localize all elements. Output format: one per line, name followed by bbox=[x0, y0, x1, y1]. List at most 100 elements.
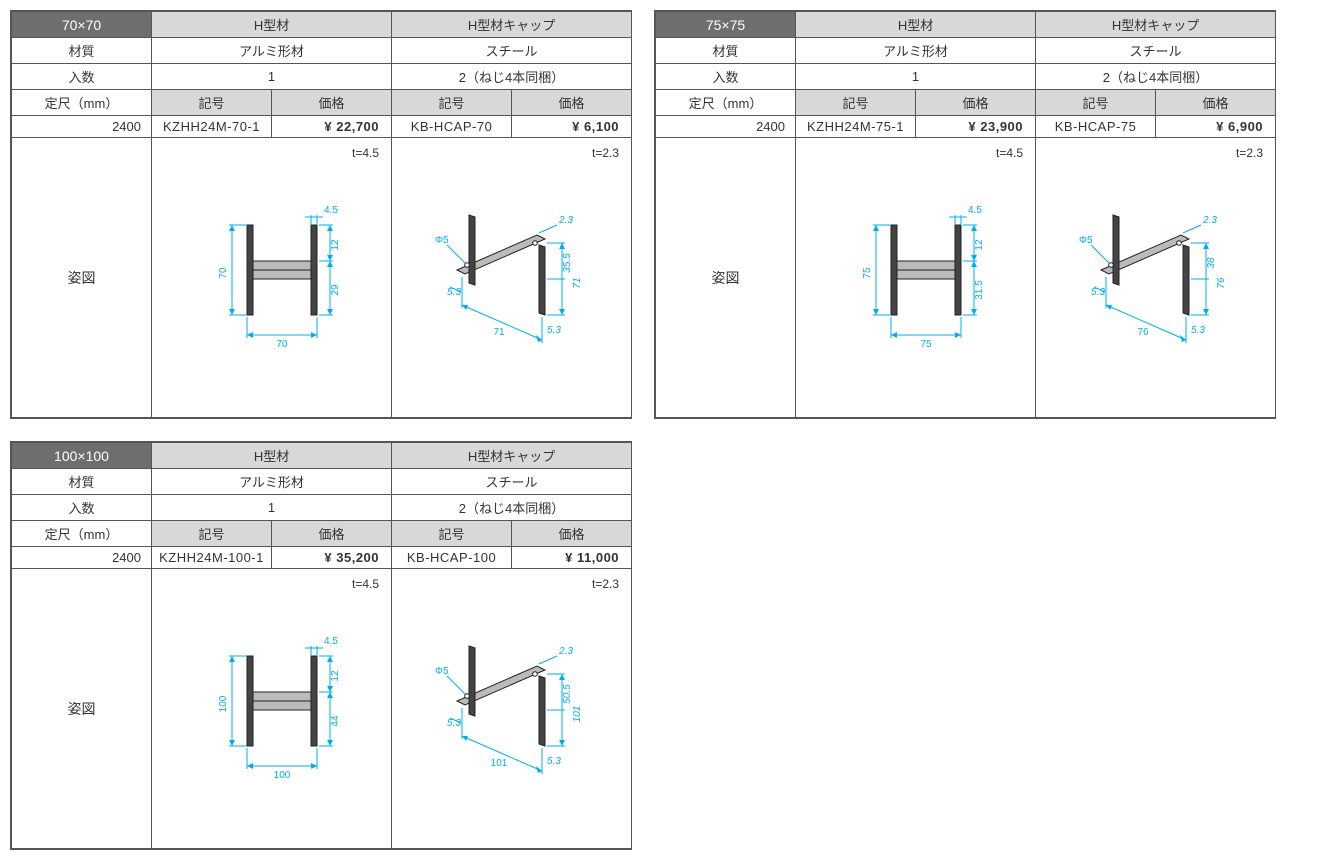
qty-h: 1 bbox=[152, 495, 392, 521]
svg-text:38: 38 bbox=[1206, 257, 1217, 269]
svg-text:101: 101 bbox=[572, 706, 583, 723]
material-label: 材質 bbox=[12, 469, 152, 495]
svg-text:4.5: 4.5 bbox=[968, 205, 982, 216]
cap-diagram: t=2.3 Φ5 2.3 76 5.3 38 7 bbox=[1036, 138, 1276, 418]
h-price: ¥ 35,200 bbox=[272, 547, 392, 569]
svg-text:4.5: 4.5 bbox=[324, 636, 338, 647]
h-shape-header: H型材 bbox=[796, 12, 1036, 38]
cap-diagram: t=2.3 Φ5 2.3 101 5.3 50.5 bbox=[392, 569, 632, 849]
h-tnote: t=4.5 bbox=[158, 575, 385, 591]
material-h: アルミ形材 bbox=[796, 38, 1036, 64]
symbol-label-1: 記号 bbox=[152, 90, 272, 116]
svg-text:75: 75 bbox=[920, 339, 932, 350]
svg-text:12: 12 bbox=[330, 670, 341, 682]
h-code: KZHH24M-70-1 bbox=[152, 116, 272, 138]
svg-text:50.5: 50.5 bbox=[562, 684, 573, 704]
material-cap: スチール bbox=[1036, 38, 1276, 64]
cap-code: KB-HCAP-75 bbox=[1036, 116, 1156, 138]
material-cap: スチール bbox=[392, 38, 632, 64]
qty-label: 入数 bbox=[12, 495, 152, 521]
material-label: 材質 bbox=[12, 38, 152, 64]
h-code: KZHH24M-100-1 bbox=[152, 547, 272, 569]
material-label: 材質 bbox=[656, 38, 796, 64]
h-section-diagram: t=4.5 75 75 4.5 bbox=[796, 138, 1036, 418]
svg-text:35.5: 35.5 bbox=[562, 253, 573, 273]
length-label: 定尺（mm） bbox=[656, 90, 796, 116]
length-value: 2400 bbox=[12, 547, 152, 569]
h-tnote: t=4.5 bbox=[158, 144, 385, 160]
qty-cap: 2（ねじ4本同梱） bbox=[1036, 64, 1276, 90]
svg-text:71: 71 bbox=[572, 277, 583, 288]
h-cap-header: H型材キャップ bbox=[392, 12, 632, 38]
qty-label: 入数 bbox=[12, 64, 152, 90]
svg-text:5.3: 5.3 bbox=[547, 325, 561, 336]
qty-cap: 2（ねじ4本同梱） bbox=[392, 495, 632, 521]
material-h: アルミ形材 bbox=[152, 469, 392, 495]
svg-text:44: 44 bbox=[330, 715, 341, 727]
symbol-label-2: 記号 bbox=[1036, 90, 1156, 116]
svg-text:2.3: 2.3 bbox=[1202, 215, 1217, 226]
price-label-2: 価格 bbox=[512, 521, 632, 547]
svg-text:4.5: 4.5 bbox=[324, 205, 338, 216]
svg-text:29: 29 bbox=[330, 284, 341, 296]
cap-tnote: t=2.3 bbox=[398, 575, 625, 591]
spec-panel: 75×75 H型材 H型材キャップ 材質 アルミ形材 スチール 入数 1 2（ね… bbox=[654, 10, 1276, 419]
svg-text:76: 76 bbox=[1216, 277, 1227, 289]
svg-text:Φ5: Φ5 bbox=[435, 235, 449, 246]
qty-label: 入数 bbox=[656, 64, 796, 90]
size-header: 100×100 bbox=[12, 443, 152, 469]
diagram-label: 姿図 bbox=[12, 138, 152, 418]
cap-price: ¥ 11,000 bbox=[512, 547, 632, 569]
price-label-2: 価格 bbox=[1156, 90, 1276, 116]
length-label: 定尺（mm） bbox=[12, 521, 152, 547]
price-label-1: 価格 bbox=[272, 521, 392, 547]
symbol-label-2: 記号 bbox=[392, 90, 512, 116]
h-shape-header: H型材 bbox=[152, 443, 392, 469]
cap-tnote: t=2.3 bbox=[1042, 144, 1269, 160]
cap-code: KB-HCAP-100 bbox=[392, 547, 512, 569]
symbol-label-1: 記号 bbox=[796, 90, 916, 116]
h-tnote: t=4.5 bbox=[802, 144, 1029, 160]
qty-h: 1 bbox=[152, 64, 392, 90]
spec-panel: 70×70 H型材 H型材キャップ 材質 アルミ形材 スチール 入数 1 2（ね… bbox=[10, 10, 632, 419]
price-label-1: 価格 bbox=[272, 90, 392, 116]
svg-text:5.3: 5.3 bbox=[547, 756, 561, 767]
h-cap-header: H型材キャップ bbox=[392, 443, 632, 469]
h-section-diagram: t=4.5 70 70 4.5 bbox=[152, 138, 392, 418]
svg-text:2.3: 2.3 bbox=[558, 646, 573, 657]
length-label: 定尺（mm） bbox=[12, 90, 152, 116]
length-value: 2400 bbox=[12, 116, 152, 138]
h-section-diagram: t=4.5 100 100 4.5 bbox=[152, 569, 392, 849]
h-code: KZHH24M-75-1 bbox=[796, 116, 916, 138]
svg-text:101: 101 bbox=[490, 758, 507, 769]
svg-text:70: 70 bbox=[276, 339, 288, 350]
svg-text:12: 12 bbox=[330, 239, 341, 251]
cap-tnote: t=2.3 bbox=[398, 144, 625, 160]
h-price: ¥ 23,900 bbox=[916, 116, 1036, 138]
qty-cap: 2（ねじ4本同梱） bbox=[392, 64, 632, 90]
svg-text:12: 12 bbox=[974, 239, 985, 251]
svg-text:Φ5: Φ5 bbox=[1079, 235, 1093, 246]
svg-text:2.3: 2.3 bbox=[558, 215, 573, 226]
cap-price: ¥ 6,100 bbox=[512, 116, 632, 138]
svg-text:31.5: 31.5 bbox=[974, 280, 985, 300]
price-label-1: 価格 bbox=[916, 90, 1036, 116]
length-value: 2400 bbox=[656, 116, 796, 138]
symbol-label-1: 記号 bbox=[152, 521, 272, 547]
svg-text:100: 100 bbox=[273, 770, 290, 781]
svg-text:Φ5: Φ5 bbox=[435, 666, 449, 677]
cap-code: KB-HCAP-70 bbox=[392, 116, 512, 138]
spec-table: 100×100 H型材 H型材キャップ 材質 アルミ形材 スチール 入数 1 2… bbox=[11, 442, 632, 849]
material-h: アルミ形材 bbox=[152, 38, 392, 64]
svg-text:5.3: 5.3 bbox=[1191, 325, 1205, 336]
size-header: 75×75 bbox=[656, 12, 796, 38]
symbol-label-2: 記号 bbox=[392, 521, 512, 547]
diagram-label: 姿図 bbox=[12, 569, 152, 849]
h-shape-header: H型材 bbox=[152, 12, 392, 38]
h-price: ¥ 22,700 bbox=[272, 116, 392, 138]
cap-diagram: t=2.3 Φ5 2.3 71 5.3 35.5 bbox=[392, 138, 632, 418]
qty-h: 1 bbox=[796, 64, 1036, 90]
svg-text:71: 71 bbox=[493, 327, 505, 338]
material-cap: スチール bbox=[392, 469, 632, 495]
h-cap-header: H型材キャップ bbox=[1036, 12, 1276, 38]
